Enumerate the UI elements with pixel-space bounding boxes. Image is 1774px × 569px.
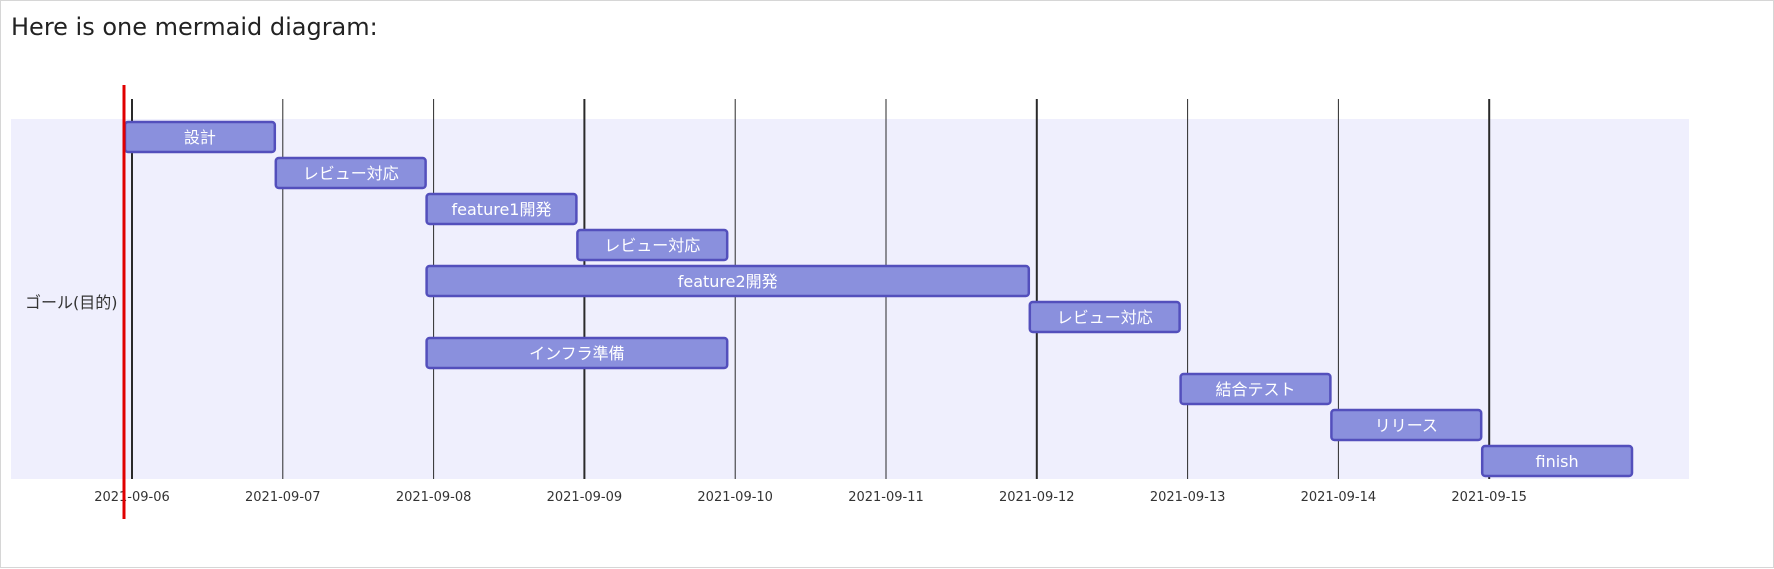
task-label: レビュー対応 <box>1057 308 1153 327</box>
axis-tick-label: 2021-09-10 <box>697 490 773 505</box>
task-bars: 設計レビュー対応feature1開発レビュー対応feature2開発レビュー対応… <box>123 120 1634 478</box>
task-bar[interactable] <box>1179 372 1332 406</box>
task-bar[interactable] <box>274 156 427 190</box>
task-bar[interactable] <box>576 228 729 262</box>
task-bar[interactable] <box>1028 300 1181 334</box>
axis-tick-label: 2021-09-06 <box>94 490 170 505</box>
task-bar[interactable] <box>425 336 729 370</box>
task-bar[interactable] <box>1480 444 1634 478</box>
task-label: feature1開発 <box>452 200 552 219</box>
task-label: インフラ準備 <box>529 344 625 363</box>
axis-tick-label: 2021-09-14 <box>1301 490 1377 505</box>
task-label: 結合テスト <box>1215 380 1295 399</box>
task-bar[interactable] <box>425 192 578 226</box>
grid-lines <box>131 99 1491 479</box>
task-bar[interactable] <box>425 264 1031 298</box>
task-label: レビュー対応 <box>604 236 700 255</box>
axis-tick-label: 2021-09-08 <box>396 490 472 505</box>
axis-tick-label: 2021-09-15 <box>1451 490 1527 505</box>
task-bar[interactable] <box>1330 408 1483 442</box>
task-label: 設計 <box>184 128 216 147</box>
axis-tick-label: 2021-09-07 <box>245 490 321 505</box>
time-axis: 2021-09-06 2021-09-07 2021-09-08 2021-09-09… <box>94 490 1527 505</box>
task-label: finish <box>1536 452 1579 471</box>
axis-tick-label: 2021-09-11 <box>848 490 924 505</box>
axis-tick-label: 2021-09-12 <box>999 490 1075 505</box>
task-label: レビュー対応 <box>303 164 399 183</box>
axis-tick-label: 2021-09-09 <box>547 490 623 505</box>
task-label: feature2開発 <box>678 272 778 291</box>
task-label: リリース <box>1375 416 1438 435</box>
section-label: ゴール(目的) <box>25 293 118 312</box>
axis-tick-label: 2021-09-13 <box>1150 490 1226 505</box>
page-heading: Here is one mermaid diagram: <box>11 13 378 41</box>
